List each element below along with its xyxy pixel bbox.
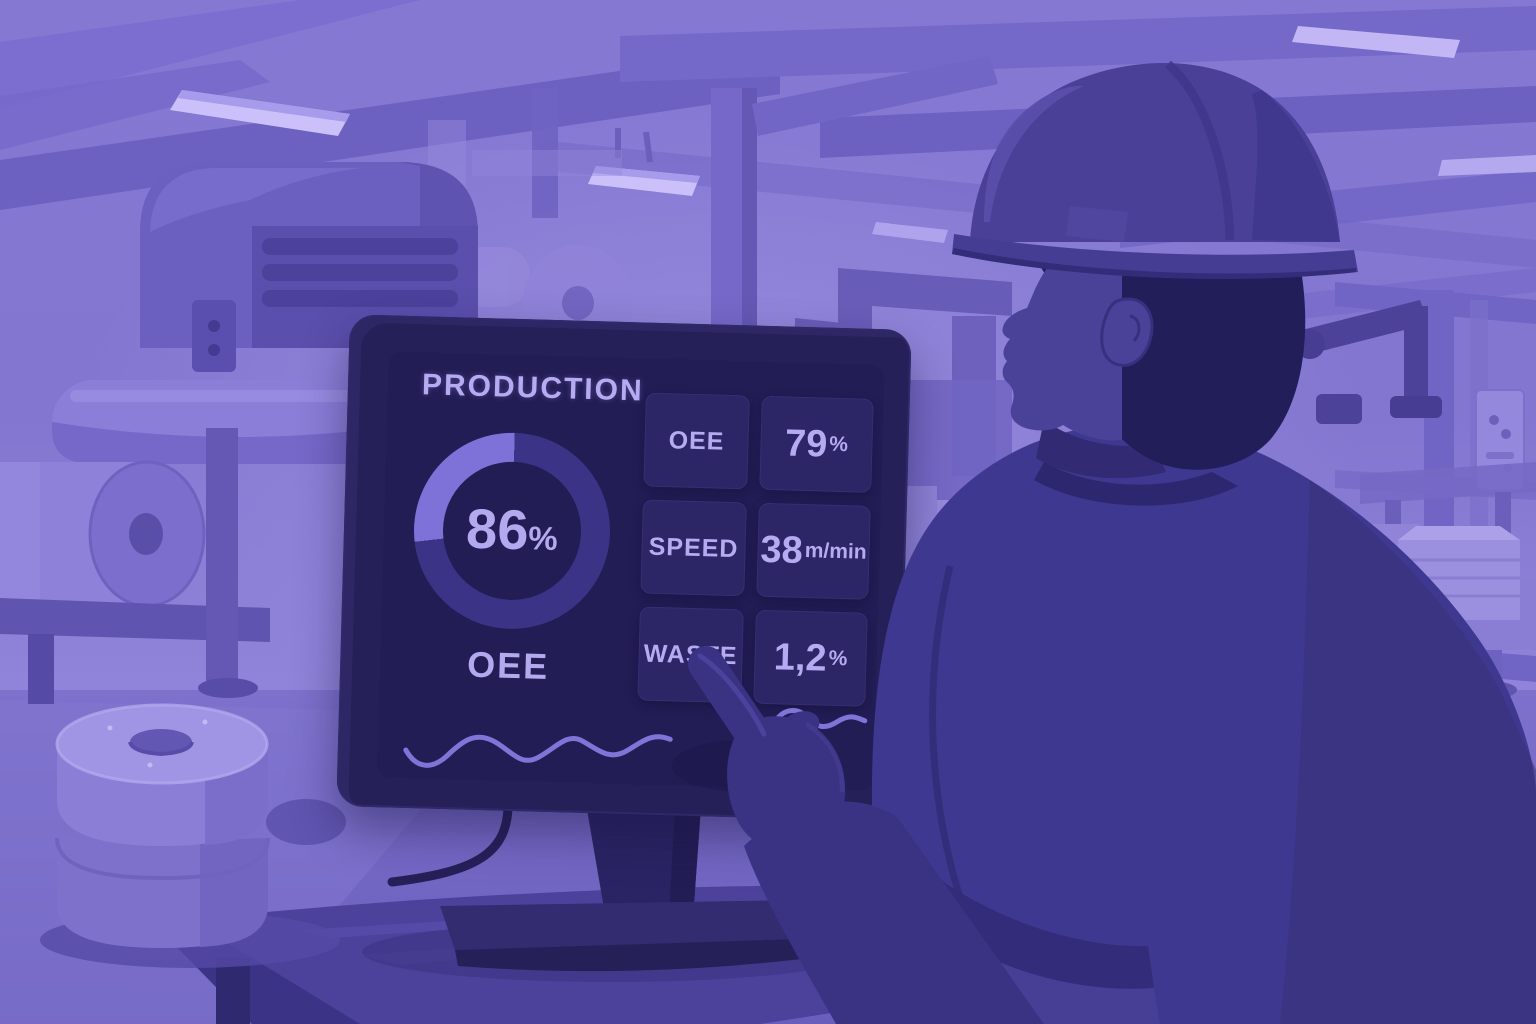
rack-bar xyxy=(0,598,270,642)
monitor-cable xyxy=(387,795,513,887)
neck xyxy=(1036,420,1166,479)
hat-ridge xyxy=(1066,206,1128,242)
ear xyxy=(1100,297,1154,367)
face xyxy=(1002,250,1122,441)
monitor-base xyxy=(440,900,828,950)
worker xyxy=(672,60,1536,1024)
collar xyxy=(1034,462,1238,506)
ceiling-light xyxy=(1438,155,1536,176)
light-fixtures xyxy=(170,26,1536,243)
ceiling-light xyxy=(1292,26,1460,58)
pointing-hand xyxy=(672,646,1044,1024)
thumb xyxy=(780,711,820,741)
wall-panel xyxy=(472,150,622,176)
printing-press xyxy=(0,162,478,704)
desk-leg xyxy=(216,958,250,1024)
worker-head xyxy=(1002,250,1306,470)
trend-sparkline xyxy=(403,708,868,768)
sleeve-seam xyxy=(929,565,970,918)
hard-hat xyxy=(952,60,1358,279)
support-pole xyxy=(532,56,998,338)
foreground-paper-rolls xyxy=(40,703,346,968)
ceiling-light xyxy=(872,222,948,243)
touchscreen[interactable]: PRODUCTION 86% OEE OEE 79% SPEED 38 m/min xyxy=(377,351,885,792)
production-monitor: PRODUCTION 86% OEE OEE 79% SPEED 38 m/min xyxy=(336,314,912,822)
sleeve-band xyxy=(932,878,1154,989)
forearm xyxy=(744,801,1044,1024)
monitor-stand xyxy=(362,792,862,982)
